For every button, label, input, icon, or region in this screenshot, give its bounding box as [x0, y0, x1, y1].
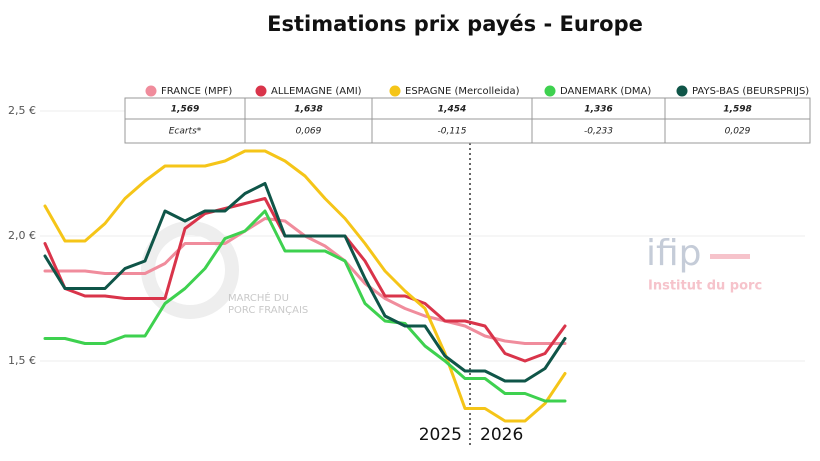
legend-marker [676, 85, 688, 97]
y-tick-label: 2,5 € [8, 104, 36, 117]
watermark-logo [141, 221, 239, 319]
legend-marker [255, 85, 267, 97]
table-cell: 1,336 [584, 105, 612, 115]
table-cell: -0,233 [584, 127, 613, 137]
watermark: Institut du porc [648, 279, 762, 294]
legend-label: DANEMARK (DMA) [560, 86, 651, 97]
watermark: ifip [646, 233, 702, 274]
series-line [43, 149, 567, 423]
legend-label: ALLEMAGNE (AMI) [271, 86, 362, 97]
watermark-bar [710, 254, 750, 259]
series-line [43, 182, 567, 383]
table-cell: Ecarts* [169, 127, 202, 137]
table-cell: 1,569 [171, 105, 199, 115]
annotation: 2026 [480, 425, 523, 445]
legend-marker [544, 85, 556, 97]
y-tick-label: 1,5 € [8, 354, 36, 367]
table-cell: 0,029 [725, 127, 751, 137]
legend-marker [145, 85, 157, 97]
table-cell: 1,598 [723, 105, 751, 115]
watermark: PORC FRANÇAIS [228, 305, 308, 316]
table-cell: 0,069 [296, 127, 322, 137]
y-tick-label: 2,0 € [8, 229, 36, 242]
legend-marker [389, 85, 401, 97]
legend-label: FRANCE (MPF) [161, 86, 232, 97]
table-frame [124, 97, 811, 144]
table-cell: 1,454 [438, 105, 466, 115]
table-cell: 1,638 [294, 105, 322, 115]
table-cell: -0,115 [437, 127, 466, 137]
watermark: MARCHÉ DU [228, 291, 289, 304]
legend-label: PAYS-BAS (BEURSPRIJS) [692, 86, 809, 97]
series-line [43, 209, 567, 403]
annotation: 2025 [419, 425, 462, 445]
chart-title: Estimations prix payés - Europe [267, 12, 643, 36]
legend-label: ESPAGNE (Mercolleida) [405, 86, 520, 97]
